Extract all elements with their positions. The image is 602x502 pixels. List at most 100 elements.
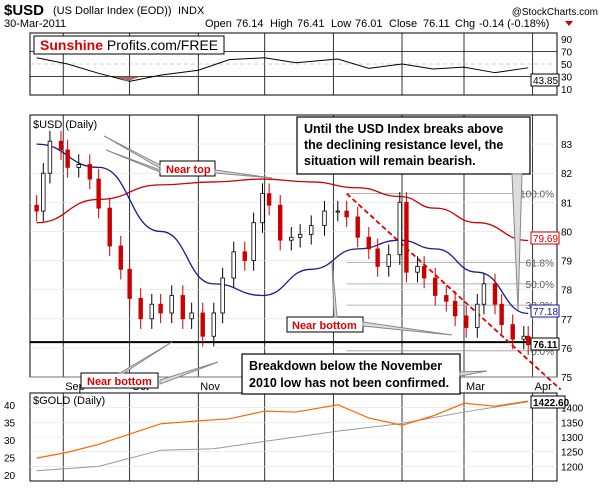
candle-body — [464, 315, 469, 328]
y-tick-label: 75 — [561, 373, 573, 384]
y-tick-label: 78 — [561, 286, 573, 297]
close-label: Close — [389, 18, 417, 30]
fib-level-label: 50.0% — [526, 280, 554, 291]
candle-body — [65, 149, 70, 168]
usd-faint-line — [36, 401, 529, 472]
candle-body — [180, 295, 185, 320]
high-label: High — [270, 18, 293, 30]
ma200-line — [36, 178, 529, 242]
candle-body — [526, 335, 531, 346]
candle-body — [322, 210, 327, 227]
candle-body — [169, 295, 174, 314]
candle-body — [297, 233, 303, 238]
near-bottom-right-label: Near bottom — [292, 320, 357, 332]
gold-right-tick: 1350 — [561, 418, 584, 429]
annotation-line: Until the USD Index breaks above — [304, 122, 503, 136]
candle-body — [309, 225, 314, 235]
candle-body — [189, 312, 194, 320]
gold-line — [36, 400, 529, 459]
y-tick-label: 79 — [561, 257, 573, 268]
annotation-box-bottom — [241, 353, 461, 395]
rsi-tick-label: 10 — [561, 85, 573, 96]
symbol-name: (US Dollar Index (EOD)) — [53, 5, 172, 17]
copyright: @StockCharts.com — [512, 7, 598, 18]
last-price-tag — [530, 337, 560, 351]
candle-body — [289, 236, 294, 241]
symbol: $USD — [4, 2, 44, 19]
pointer-near-bottom-2 — [118, 341, 173, 374]
candle-body — [404, 201, 409, 273]
close-value: 76.11 — [423, 18, 450, 30]
high-value: 76.41 — [297, 18, 325, 30]
annotation-bottom-text: Breakdown below the November 2010 low has… — [249, 359, 449, 390]
near-bottom-left-label: Near bottom — [87, 376, 152, 388]
grid — [30, 33, 557, 481]
gold-panel-label: $GOLD (Daily) — [33, 395, 105, 407]
y-tick-label: 76 — [561, 344, 573, 355]
main-panel-label: $USD (Daily) — [33, 119, 97, 131]
pointer-near-top-3 — [214, 169, 273, 179]
y-tick-label: 82 — [561, 169, 573, 180]
candle-body — [107, 207, 112, 247]
rsi-tick-label: 70 — [561, 48, 573, 59]
candle-body — [510, 324, 515, 340]
annotation-line: Breakdown below the November — [249, 359, 442, 373]
candle-body — [127, 268, 132, 299]
candle-body — [138, 297, 143, 320]
fib-level-label: 0.0% — [531, 347, 554, 358]
ma200-tag — [530, 231, 560, 245]
candle-body — [415, 265, 420, 273]
candle-body — [47, 140, 53, 174]
rsi-value-text: 43.85 — [533, 76, 558, 87]
candle-body — [492, 283, 498, 305]
candle-body — [355, 216, 360, 238]
candle-body — [375, 248, 380, 267]
low-label: Low — [331, 18, 351, 30]
candle-body — [521, 335, 526, 340]
candle-body — [149, 303, 154, 320]
y-tick-label: 77 — [561, 315, 573, 326]
candle-body — [220, 277, 225, 314]
pointer-near-top-1 — [103, 135, 161, 169]
candle-body — [118, 245, 123, 270]
candle-body — [433, 277, 438, 296]
gold-right-tick: 1200 — [561, 462, 584, 473]
candle-body — [444, 295, 449, 302]
candle-body — [58, 140, 64, 151]
pointer-near-bottom-4 — [362, 321, 453, 336]
annotation-pointers — [103, 135, 523, 385]
rsi-indicator — [30, 51, 557, 82]
rsi-value-tag — [530, 73, 560, 87]
ma200-tag-text: 79.69 — [533, 234, 558, 245]
candle-body — [242, 251, 247, 261]
candle-body — [452, 300, 458, 317]
candle-body — [260, 193, 265, 224]
candle-body — [34, 204, 39, 212]
x-tick-label: Nov — [200, 381, 220, 393]
gold-right-tick: 1250 — [561, 448, 584, 459]
near-top-label: Near top — [166, 164, 211, 176]
candle-body — [158, 303, 163, 314]
candle-body — [200, 312, 205, 337]
candle-body — [475, 303, 480, 328]
last-price-tag-text: 76.11 — [533, 340, 558, 351]
candle-body — [76, 164, 81, 168]
candle-body — [231, 251, 236, 279]
fib-level-label: 100.0% — [520, 190, 554, 201]
open-label: Open — [205, 18, 232, 30]
candle-body — [397, 201, 402, 256]
gold-left-tick: 20 — [4, 471, 16, 482]
gold-series — [36, 400, 529, 472]
annotation-top-text: Until the USD Index breaks above the decl… — [304, 122, 503, 168]
gold-price-tag — [530, 395, 566, 409]
rsi-tick-label: 50 — [561, 60, 573, 71]
x-tick-label: Mar — [466, 381, 485, 393]
right-price-tags: 43.85 79.69 77.18 76.11 1422.60 — [530, 73, 570, 409]
candle-body — [96, 178, 101, 209]
candle-body — [211, 312, 216, 337]
axis-labels: SepOctNovDec2011FebMarApr838281807978777… — [4, 35, 584, 482]
fib-level-label: 61.8% — [526, 259, 554, 270]
exchange: INDX — [178, 5, 205, 17]
annotation-line: 2010 low has not been confirmed. — [249, 376, 449, 390]
ma50-line — [36, 143, 529, 315]
